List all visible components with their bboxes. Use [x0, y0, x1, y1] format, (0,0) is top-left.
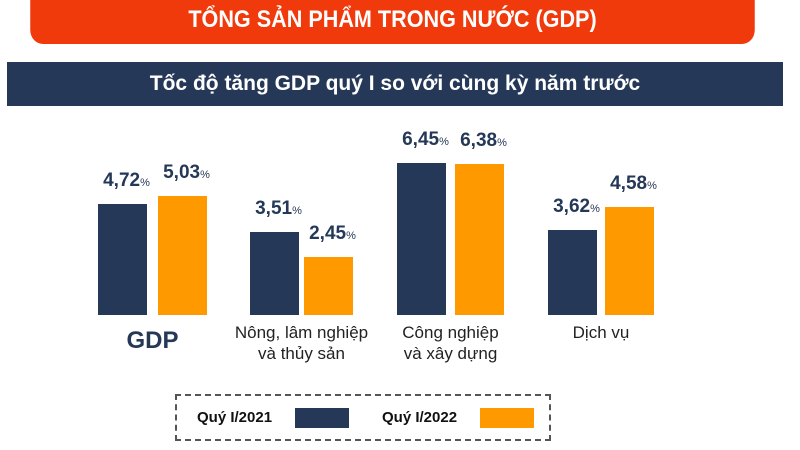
data-label: 6,45%	[402, 128, 449, 150]
category-label: Nông, lâm nghiệp và thủy sản	[234, 323, 369, 363]
bar-0-2	[397, 162, 446, 315]
data-label: 3,62%	[553, 195, 600, 217]
data-label: 4,72%	[103, 169, 150, 191]
category-label: GDP	[126, 327, 179, 354]
category-label: Dịch vụ	[572, 323, 630, 342]
bar-1-1	[304, 257, 353, 315]
data-label: 5,03%	[163, 162, 210, 184]
bar-0-0	[98, 203, 147, 315]
bar-0-1	[250, 232, 299, 315]
bar-0-3	[548, 229, 597, 315]
main-title-banner: TỔNG SẢN PHẨM TRONG NƯỚC (GDP)	[30, 0, 755, 44]
bar-1-3	[605, 206, 654, 315]
legend-label-2021: Quý I/2021	[197, 409, 273, 426]
legend: Quý I/2021 Quý I/2022	[175, 394, 551, 441]
bar-1-0	[158, 196, 207, 315]
legend-label-2022: Quý I/2022	[382, 409, 458, 426]
category-label: Công nghiệp và xây dựng	[402, 323, 499, 363]
legend-swatch-2022	[480, 408, 534, 428]
data-label: 2,45%	[309, 223, 356, 245]
data-label: 3,51%	[255, 198, 302, 220]
bar-1-2	[455, 164, 504, 315]
data-label: 4,58%	[610, 172, 657, 194]
chart-subtitle: Tốc độ tăng GDP quý I so với cùng kỳ năm…	[7, 62, 783, 106]
legend-swatch-2021	[295, 408, 349, 428]
data-label: 6,38%	[460, 130, 507, 152]
